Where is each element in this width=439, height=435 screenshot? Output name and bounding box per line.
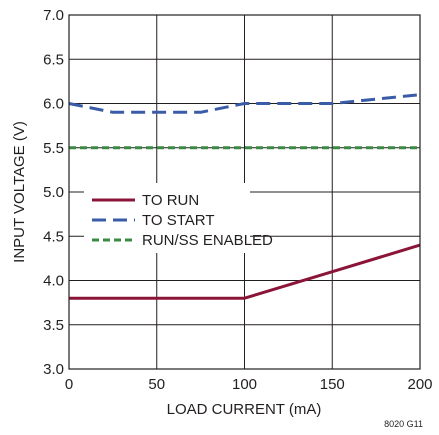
y-tick-label: 5.0 <box>43 184 64 201</box>
figure-id-footnote: 8020 G11 <box>384 419 423 429</box>
legend-background <box>84 183 250 253</box>
y-tick-label: 4.5 <box>43 228 64 245</box>
y-tick-labels: 3.0 3.5 4.0 4.5 5.0 5.5 6.0 6.5 7.0 <box>43 7 64 378</box>
plot-frame <box>68 14 421 370</box>
y-tick-label: 5.5 <box>43 140 64 157</box>
y-tick-label: 3.5 <box>43 317 64 334</box>
legend-label-run-ss-enabled: RUN/SS ENABLED <box>142 232 273 249</box>
legend-label-to-start: TO START <box>142 212 215 229</box>
y-tick-label: 6.0 <box>43 96 64 113</box>
x-tick-label: 200 <box>407 376 432 393</box>
series-line-to-run <box>69 243 421 300</box>
series-layer <box>68 93 421 300</box>
legend-label-to-run: TO RUN <box>142 192 199 209</box>
x-tick-label: 50 <box>148 376 165 393</box>
legend: TO RUN TO START RUN/SS ENABLED <box>92 192 273 249</box>
x-tick-labels: 0 50 100 150 200 <box>65 376 433 393</box>
series-line-to-start <box>68 93 421 114</box>
y-tick-label: 7.0 <box>43 7 64 24</box>
x-tick-label: 0 <box>65 376 73 393</box>
y-axis-label: INPUT VOLTAGE (V) <box>11 121 28 263</box>
x-tick-label: 150 <box>320 376 345 393</box>
y-tick-label: 6.5 <box>43 51 64 68</box>
y-tick-label: 3.0 <box>43 361 64 378</box>
x-tick-label: 100 <box>232 376 257 393</box>
y-tick-label: 4.0 <box>43 273 64 290</box>
x-axis-label: LOAD CURRENT (mA) <box>167 401 322 418</box>
